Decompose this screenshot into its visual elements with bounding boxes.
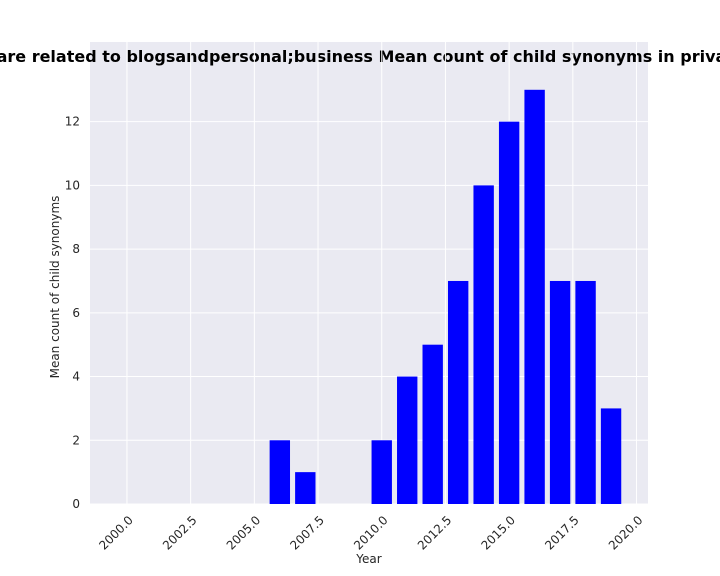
y-tick-label: 4 xyxy=(72,370,80,384)
bar xyxy=(524,89,545,505)
bar xyxy=(397,376,418,504)
x-tick-label: 2012.5 xyxy=(415,513,455,553)
bar xyxy=(447,280,469,504)
bar xyxy=(295,472,316,504)
y-tick-label: 10 xyxy=(65,178,80,192)
y-tick-label: 12 xyxy=(65,115,80,129)
y-tick-label: 0 xyxy=(72,497,80,511)
bar xyxy=(371,440,392,504)
bar xyxy=(422,344,443,504)
x-axis-label: Year xyxy=(355,552,381,566)
bar xyxy=(549,280,571,504)
y-tick-label: 8 xyxy=(72,242,80,256)
x-tick-label: 2005.0 xyxy=(224,513,264,553)
x-tick-label: 2007.5 xyxy=(287,513,327,553)
bar xyxy=(498,121,520,504)
chart-title: gories are related to blogsandpersonal;b… xyxy=(0,47,720,66)
bar xyxy=(473,185,494,504)
x-tick-label: 2000.0 xyxy=(96,513,136,553)
bar xyxy=(575,280,596,504)
y-tick-label: 2 xyxy=(72,433,80,447)
x-tick-label: 2002.5 xyxy=(160,513,200,553)
x-tick-label: 2015.0 xyxy=(478,513,518,553)
y-tick-label: 6 xyxy=(72,306,80,320)
x-tick-label: 2020.0 xyxy=(606,513,646,553)
x-tick-label: 2017.5 xyxy=(542,513,582,553)
y-axis-label: Mean count of child synonyms xyxy=(48,196,62,379)
bar xyxy=(600,408,622,504)
x-tick-label: 2010.0 xyxy=(351,513,391,553)
bar xyxy=(269,440,291,504)
